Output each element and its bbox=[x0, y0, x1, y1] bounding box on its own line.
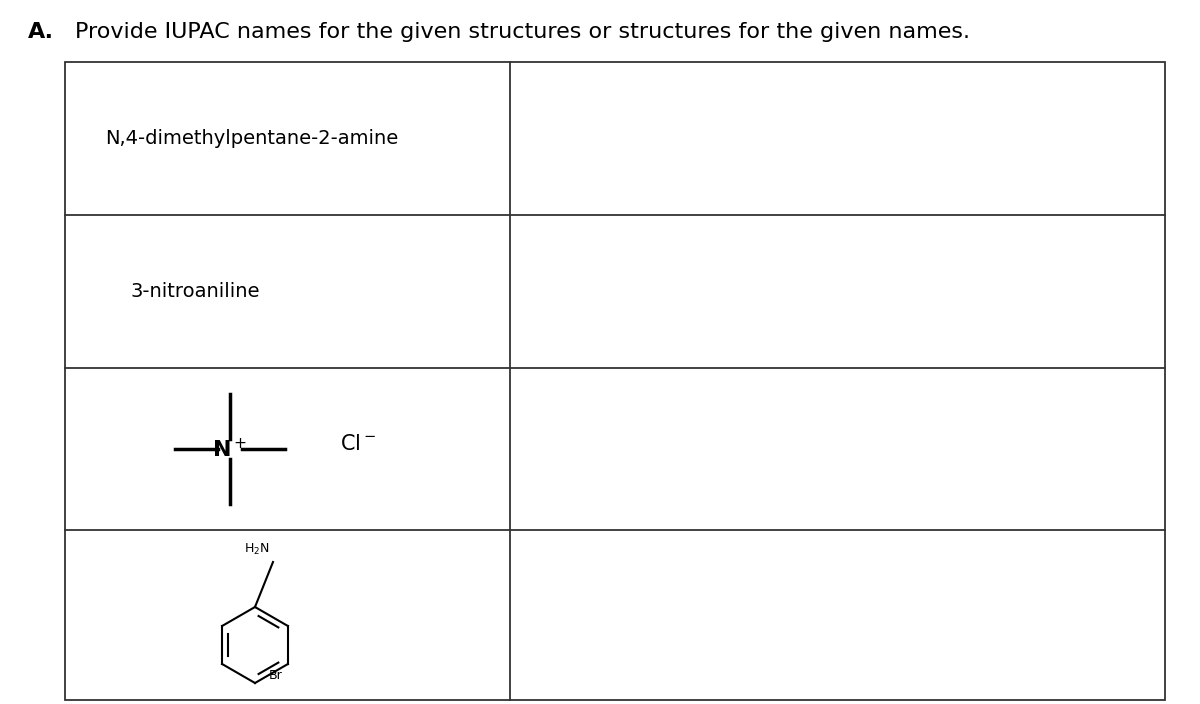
Text: N$^+$: N$^+$ bbox=[212, 437, 247, 460]
Text: N,4-dimethylpentane-2-amine: N,4-dimethylpentane-2-amine bbox=[106, 129, 398, 148]
Text: Cl$^-$: Cl$^-$ bbox=[340, 434, 376, 454]
Text: 3-nitroaniline: 3-nitroaniline bbox=[130, 282, 259, 301]
Text: H$_2$N: H$_2$N bbox=[245, 542, 270, 557]
Text: A.: A. bbox=[28, 22, 54, 42]
Text: Provide IUPAC names for the given structures or structures for the given names.: Provide IUPAC names for the given struct… bbox=[74, 22, 970, 42]
Text: Br: Br bbox=[269, 669, 283, 682]
